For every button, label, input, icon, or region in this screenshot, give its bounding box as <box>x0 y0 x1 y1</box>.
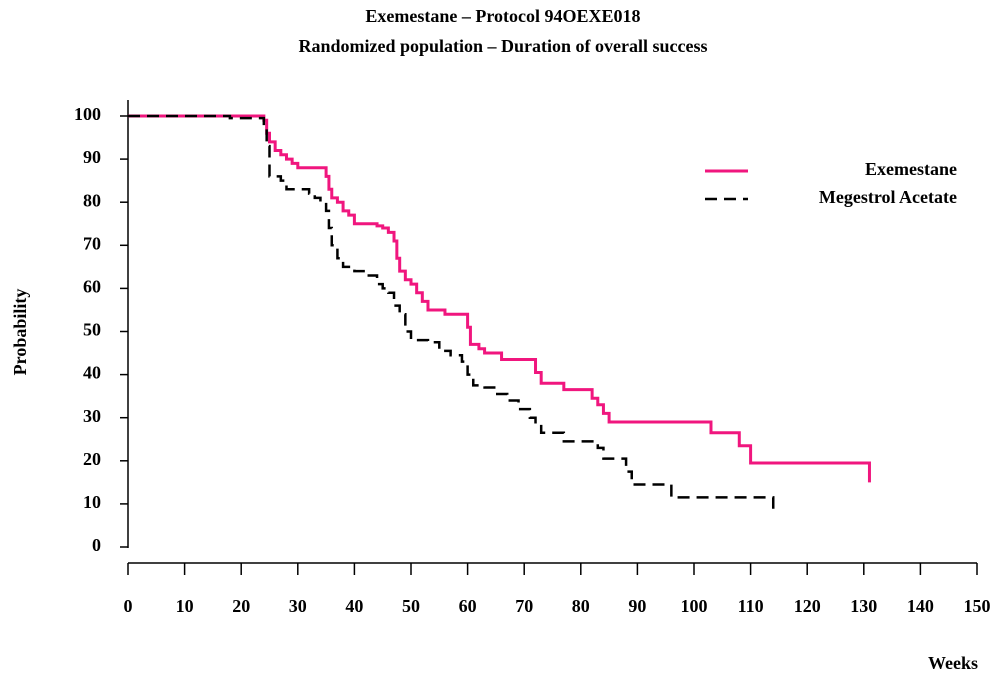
chart-title: Exemestane – Protocol 94OEXE018 <box>365 6 640 26</box>
y-tick-label: 60 <box>83 277 101 297</box>
x-tick-label: 80 <box>572 596 590 616</box>
y-tick-label: 20 <box>83 449 101 469</box>
y-axis-label: Probability <box>10 289 30 376</box>
x-tick-label: 100 <box>681 596 708 616</box>
x-tick-label: 30 <box>289 596 307 616</box>
y-tick-label: 70 <box>83 233 101 253</box>
x-tick-label: 90 <box>628 596 646 616</box>
y-tick-label: 40 <box>83 363 101 383</box>
legend-label: Megestrol Acetate <box>819 187 957 207</box>
x-tick-label: 10 <box>176 596 194 616</box>
y-tick-label: 80 <box>83 190 101 210</box>
x-tick-label: 20 <box>232 596 250 616</box>
chart-subtitle: Randomized population – Duration of over… <box>298 36 707 56</box>
x-tick-label: 140 <box>907 596 934 616</box>
y-tick-label: 90 <box>83 147 101 167</box>
y-tick-label: 100 <box>74 104 101 124</box>
x-tick-label: 40 <box>345 596 363 616</box>
y-tick-label: 0 <box>92 535 101 555</box>
x-axis-label: Weeks <box>928 653 978 673</box>
x-tick-label: 110 <box>738 596 764 616</box>
x-tick-label: 0 <box>124 596 133 616</box>
x-tick-label: 150 <box>964 596 991 616</box>
x-tick-label: 130 <box>850 596 877 616</box>
y-tick-label: 30 <box>83 406 101 426</box>
x-tick-label: 120 <box>794 596 821 616</box>
x-tick-label: 70 <box>515 596 533 616</box>
x-tick-label: 60 <box>459 596 477 616</box>
survival-line <box>128 114 775 511</box>
survival-line <box>128 114 871 483</box>
x-tick-label: 50 <box>402 596 420 616</box>
y-tick-label: 50 <box>83 320 101 340</box>
legend-label: Exemestane <box>865 159 957 179</box>
y-tick-label: 10 <box>83 492 101 512</box>
